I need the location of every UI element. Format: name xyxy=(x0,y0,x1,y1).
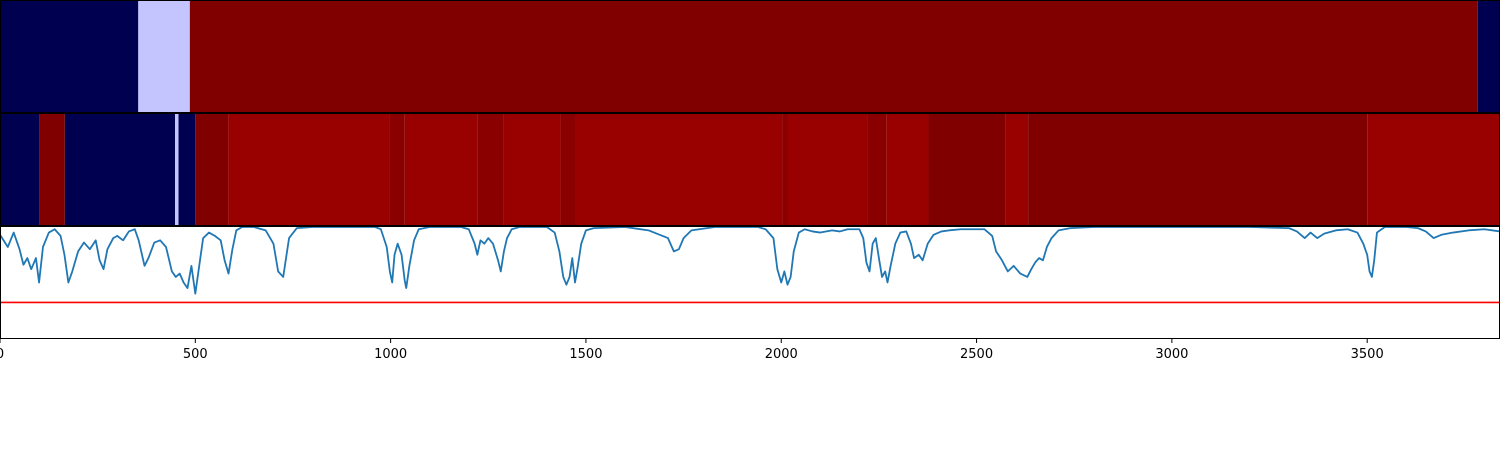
heatmap-cell xyxy=(178,114,196,225)
x-tick-label: 3000 xyxy=(1155,347,1188,362)
heatmap-cell xyxy=(928,114,1006,225)
heatmap-cell xyxy=(575,114,783,225)
heatmap-row-1 xyxy=(0,1,1500,112)
heatmap-cell xyxy=(787,114,868,225)
heatmap-cell xyxy=(404,114,478,225)
heatmap-cell xyxy=(1028,114,1368,225)
heatmap-row-2 xyxy=(0,114,1500,225)
heatmap-cell xyxy=(886,114,929,225)
heatmap-cell xyxy=(477,114,504,225)
x-tick-label: 0 xyxy=(0,347,4,362)
line-panel xyxy=(0,226,1500,304)
heatmap-cell xyxy=(867,114,887,225)
panel-frame xyxy=(0,226,1500,339)
heatmap-cell xyxy=(389,114,405,225)
heatmap-cell xyxy=(1367,114,1500,225)
heatmap-cell xyxy=(1477,1,1500,112)
heatmap-cell xyxy=(0,1,139,112)
x-tick-label: 2500 xyxy=(960,347,993,362)
heatmap-cell xyxy=(560,114,575,225)
x-tick-label: 500 xyxy=(183,347,208,362)
x-tick-label: 3500 xyxy=(1351,347,1384,362)
heatmap-cell xyxy=(64,114,175,225)
heatmap-cell xyxy=(228,114,390,225)
x-tick-label: 1000 xyxy=(374,347,407,362)
heatmap-cell xyxy=(175,114,179,225)
x-tick-label: 2000 xyxy=(765,347,798,362)
heatmap-cell xyxy=(138,1,190,112)
heatmap-cell xyxy=(1005,114,1029,225)
heatmap-cell xyxy=(503,114,561,225)
heatmap-cell xyxy=(195,114,229,225)
heatmap-cell xyxy=(782,114,788,225)
heatmap-cell xyxy=(39,114,65,225)
x-tick-label: 1500 xyxy=(569,347,602,362)
heatmap-cell xyxy=(189,1,1478,112)
heatmap-cell xyxy=(0,114,40,225)
x-axis: 0 500 1000 1500 2000 2500 3000 3500 xyxy=(0,338,1384,362)
series-line xyxy=(0,226,1500,295)
